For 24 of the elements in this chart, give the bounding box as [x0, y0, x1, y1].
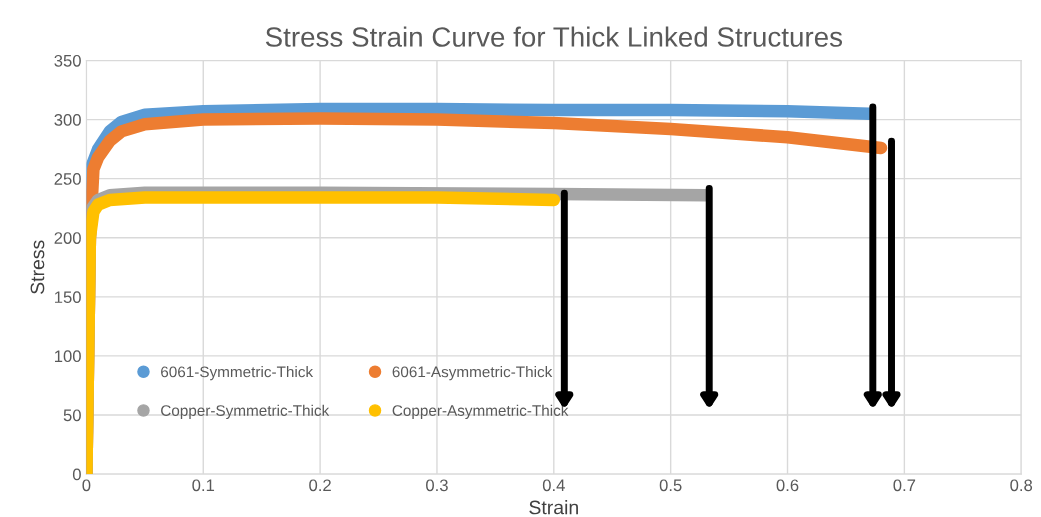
- x-tick-label: 0: [82, 479, 91, 492]
- x-tick-label: 0.7: [893, 479, 916, 492]
- x-tick-label: 0.4: [542, 479, 565, 492]
- legend-label: Copper-Symmetric-Thick: [161, 404, 330, 419]
- chart-title: Stress Strain Curve for Thick Linked Structures: [265, 26, 843, 47]
- legend-label: 6061-Asymmetric-Thick: [392, 366, 553, 381]
- y-tick-label: 350: [54, 54, 81, 67]
- y-tick-label: 50: [63, 409, 81, 422]
- x-tick-label: 0.6: [776, 479, 799, 492]
- y-tick-label: 150: [55, 291, 81, 304]
- x-tick-label: 0.5: [659, 479, 682, 492]
- y-tick-label: 100: [55, 350, 81, 363]
- y-axis-title: Stress: [30, 240, 45, 294]
- legend-label: Copper-Asymmetric-Thick: [392, 404, 569, 419]
- x-tick-label: 0.3: [426, 479, 448, 492]
- x-tick-label: 0.1: [192, 479, 215, 492]
- y-tick-label: 200: [54, 232, 81, 244]
- x-tick-label: 0.2: [309, 479, 331, 492]
- y-tick-label: 300: [54, 113, 81, 126]
- x-axis-title: Strain: [529, 500, 578, 515]
- y-tick-label: 0: [72, 468, 81, 481]
- legend-label: 6061-Symmetric-Thick: [161, 366, 314, 381]
- x-tick-label: 0.8: [1010, 479, 1033, 492]
- y-tick-label: 250: [54, 173, 81, 185]
